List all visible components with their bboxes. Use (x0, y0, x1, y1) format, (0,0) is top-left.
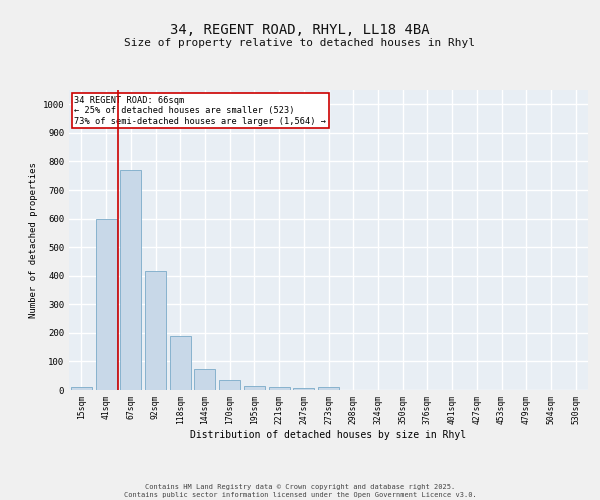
Bar (95, 218, 116, 390)
Bar (120, 170, 141, 390)
Bar (145, 272, 166, 390)
Bar (219, 380, 240, 390)
Bar (318, 386, 339, 390)
Text: Contains HM Land Registry data © Crown copyright and database right 2025.
Contai: Contains HM Land Registry data © Crown c… (124, 484, 476, 498)
Text: 34 REGENT ROAD: 66sqm
← 25% of detached houses are smaller (523)
73% of semi-det: 34 REGENT ROAD: 66sqm ← 25% of detached … (74, 96, 326, 126)
Bar (194, 368, 215, 390)
Bar (244, 386, 265, 390)
X-axis label: Distribution of detached houses by size in Rhyl: Distribution of detached houses by size … (190, 430, 467, 440)
Bar (71, 387, 92, 390)
Text: 34, REGENT ROAD, RHYL, LL18 4BA: 34, REGENT ROAD, RHYL, LL18 4BA (170, 22, 430, 36)
Bar (293, 388, 314, 390)
Text: Size of property relative to detached houses in Rhyl: Size of property relative to detached ho… (125, 38, 476, 48)
Bar (170, 336, 191, 390)
Bar (269, 386, 290, 390)
Y-axis label: Number of detached properties: Number of detached properties (29, 162, 38, 318)
